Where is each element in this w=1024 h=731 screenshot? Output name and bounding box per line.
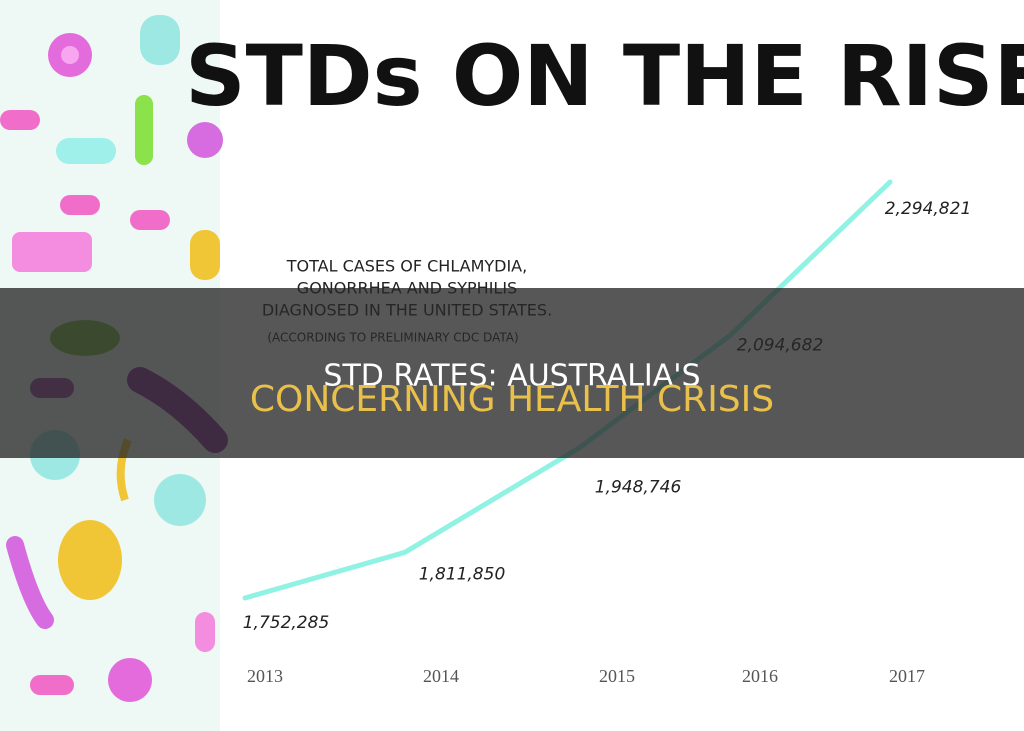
banner-line2: CONCERNING HEALTH CRISIS bbox=[250, 379, 774, 420]
microbe bbox=[56, 138, 116, 164]
microbe bbox=[61, 46, 79, 64]
x-tick-label: 2013 bbox=[247, 666, 283, 686]
microbe bbox=[6, 536, 54, 629]
microbe bbox=[108, 658, 152, 702]
microbe bbox=[12, 232, 92, 272]
microbe bbox=[135, 95, 153, 165]
microbe bbox=[190, 230, 220, 280]
x-tick-label: 2016 bbox=[742, 666, 778, 686]
value-label: 2,294,821 bbox=[885, 199, 972, 219]
microbe bbox=[0, 110, 40, 130]
microbe bbox=[195, 612, 215, 652]
microbe bbox=[58, 520, 122, 600]
banner bbox=[0, 288, 1024, 458]
microbe bbox=[30, 675, 74, 695]
x-tick-label: 2014 bbox=[423, 666, 459, 686]
value-label: 1,948,746 bbox=[595, 477, 682, 497]
microbe bbox=[140, 15, 180, 65]
microbe bbox=[187, 122, 223, 158]
subtitle-line: TOTAL CASES OF CHLAMYDIA, bbox=[286, 257, 527, 276]
value-label: 1,752,285 bbox=[243, 613, 330, 633]
value-label: 1,811,850 bbox=[419, 564, 506, 584]
microbe bbox=[154, 474, 206, 526]
microbe bbox=[130, 210, 170, 230]
x-tick-label: 2015 bbox=[599, 666, 635, 686]
banner-line1: STD RATES: AUSTRALIA'S bbox=[323, 359, 700, 394]
chart-title: STDs ON THE RISE bbox=[185, 27, 1024, 125]
microbe bbox=[60, 195, 100, 215]
x-tick-label: 2017 bbox=[889, 666, 925, 686]
